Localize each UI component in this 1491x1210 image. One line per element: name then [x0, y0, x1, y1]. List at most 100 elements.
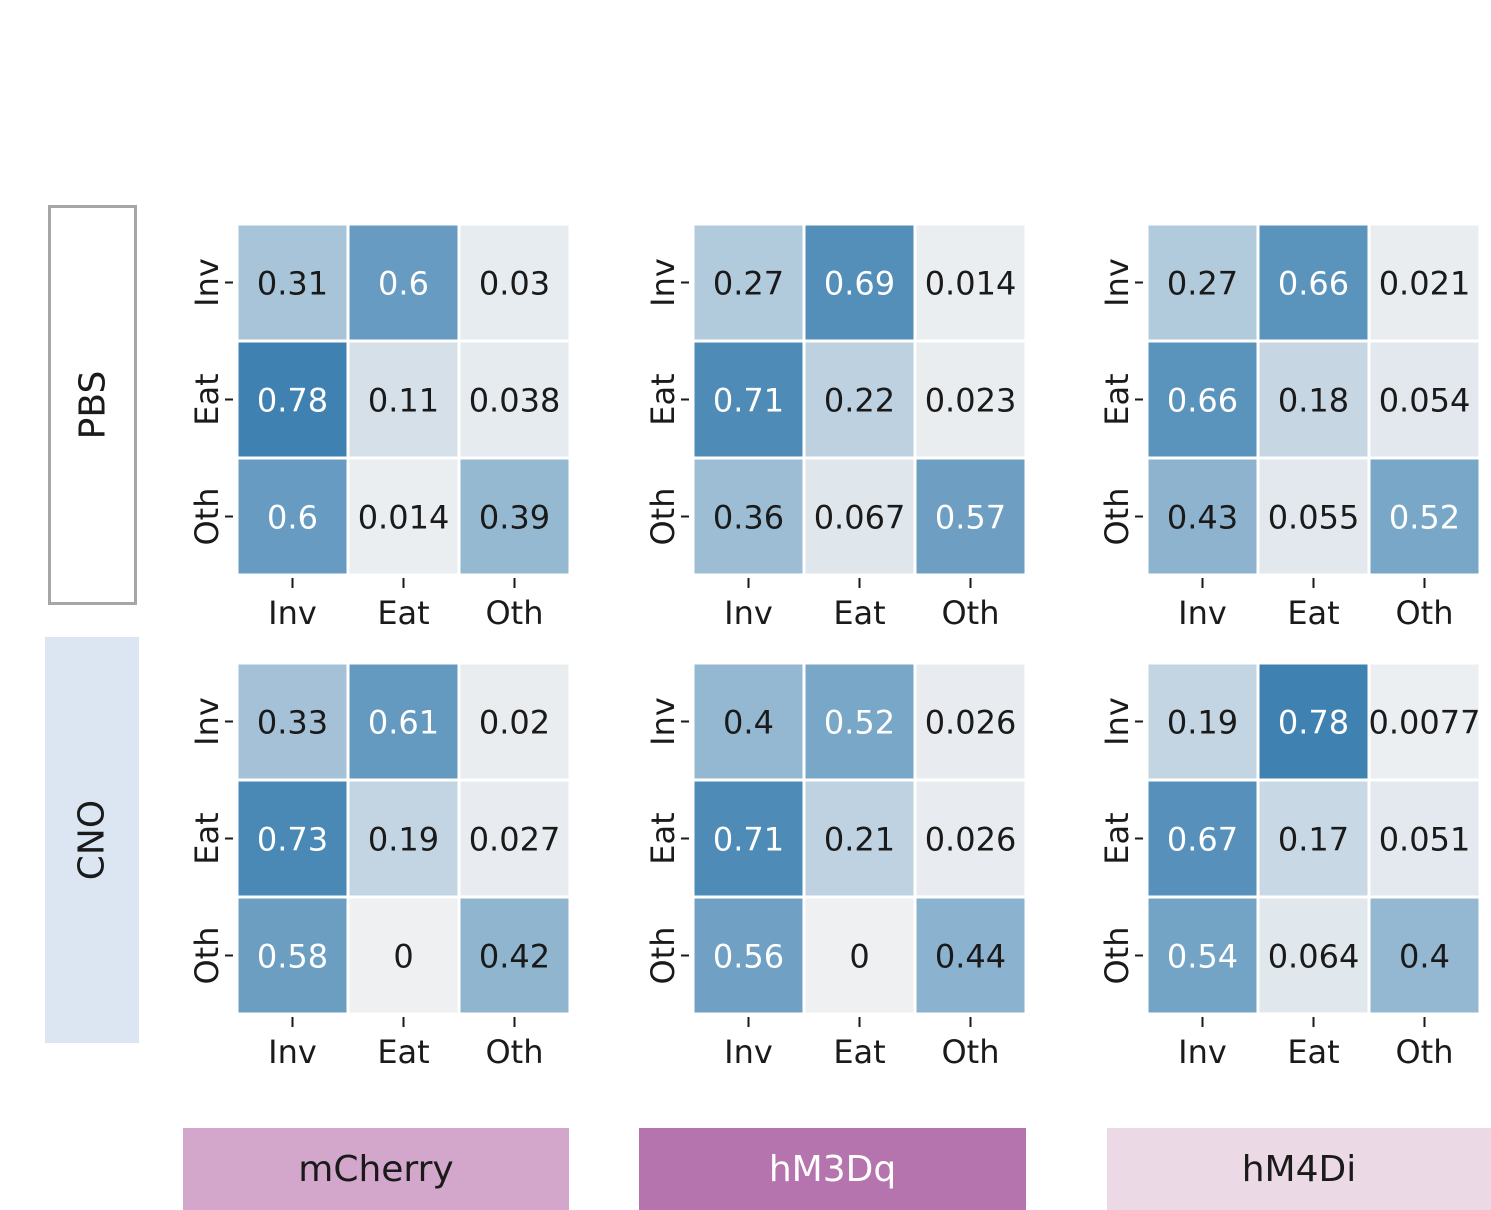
y-tick-label: Inv [1098, 697, 1136, 746]
x-tick-label: Inv [1178, 594, 1227, 632]
y-tick-label: Oth [644, 487, 682, 545]
heatmap-cell [1367, 778, 1482, 899]
heatmap-cell [1256, 222, 1371, 343]
heatmap-pbs-mcherry: 0.31 0.6 0.03 0.78 0.11 0.038 0.6 0.014 0.39 Inv E… [188, 222, 572, 632]
heatmap-cell [235, 778, 350, 899]
heatmap-cell-value: 0.66 [1167, 382, 1238, 420]
heatmap-cell-value: 0.61 [368, 704, 439, 742]
x-tick-label: Inv [724, 1033, 773, 1071]
heatmap-cell-value: 0 [849, 938, 869, 976]
x-tick-label: Oth [941, 1033, 999, 1071]
heatmap-cell-value: 0.22 [824, 382, 895, 420]
heatmap-cno-hm3dq: 0.4 0.52 0.026 0.71 0.21 0.026 0.56 0 0.44 Inv Eat… [644, 661, 1028, 1071]
heatmap-cell-value: 0.11 [368, 382, 439, 420]
heatmap-cno-mcherry: 0.33 0.61 0.02 0.73 0.19 0.027 0.58 0 0.42 Inv Eat… [188, 661, 572, 1071]
heatmap-cell-value: 0.17 [1278, 821, 1349, 859]
heatmap-cell-value: 0.27 [713, 265, 784, 303]
row-label-pbs: PBS [48, 205, 137, 605]
x-tick-label: Eat [1287, 1033, 1339, 1071]
heatmap-cell [1367, 661, 1482, 782]
heatmap-cell [457, 895, 572, 1016]
heatmap-cell [913, 222, 1028, 343]
heatmap-cell [1256, 456, 1371, 577]
heatmap-cell-value: 0.66 [1278, 265, 1349, 303]
row-label-cno: CNO [45, 637, 139, 1043]
heatmap-cell-value: 0.36 [713, 499, 784, 537]
heatmap-pbs-hm3dq: 0.27 0.69 0.014 0.71 0.22 0.023 0.36 0.067 0.57 I… [644, 222, 1028, 632]
y-tick-label: Inv [1098, 258, 1136, 307]
heatmap-cell-value: 0.31 [257, 265, 328, 303]
heatmap-cell-value: 0.03 [479, 265, 550, 303]
heatmap-cell-value: 0.02 [479, 704, 550, 742]
heatmap-cell [913, 456, 1028, 577]
heatmap-cell-value: 0.78 [257, 382, 328, 420]
x-tick-label: Inv [724, 594, 773, 632]
y-tick-label: Inv [644, 697, 682, 746]
heatmap-cell-value: 0.0077 [1369, 704, 1481, 742]
heatmap-cell [691, 456, 806, 577]
heatmap-cell [1367, 895, 1482, 1016]
heatmap-cell-value: 0.054 [1379, 382, 1471, 420]
heatmap-cell [235, 895, 350, 1016]
x-tick-label: Eat [833, 594, 885, 632]
heatmap-cell-value: 0.52 [824, 704, 895, 742]
heatmap-cell-value: 0.026 [925, 821, 1017, 859]
column-label-mcherry: mCherry [183, 1128, 569, 1210]
heatmap-cell [1367, 456, 1482, 577]
heatmap-cell-value: 0.051 [1379, 821, 1471, 859]
column-label-hm4di: hM4Di [1107, 1128, 1491, 1210]
heatmap-cell-value: 0.014 [358, 499, 450, 537]
heatmap-cell-value: 0.67 [1167, 821, 1238, 859]
heatmap-cell-value: 0.44 [935, 938, 1006, 976]
heatmap-cell-value: 0.57 [935, 499, 1006, 537]
heatmap-cell-value: 0.43 [1167, 499, 1238, 537]
heatmap-cell-value: 0.014 [925, 265, 1017, 303]
heatmap-cell-value: 0.4 [723, 704, 774, 742]
heatmap-cell-value: 0.023 [925, 382, 1017, 420]
heatmap-cell [913, 661, 1028, 782]
heatmap-cell-value: 0.021 [1379, 265, 1471, 303]
heatmap-cell-value: 0.33 [257, 704, 328, 742]
heatmap-cell [802, 778, 917, 899]
heatmap-cell-value: 0.56 [713, 938, 784, 976]
heatmap-cell-value: 0 [393, 938, 413, 976]
heatmap-cell [802, 895, 917, 1016]
y-tick-label: Inv [188, 697, 226, 746]
y-tick-label: Eat [188, 812, 226, 864]
heatmap-cell [691, 222, 806, 343]
y-tick-label: Oth [188, 926, 226, 984]
x-tick-label: Inv [268, 1033, 317, 1071]
x-tick-label: Oth [485, 594, 543, 632]
heatmap-cell-value: 0.73 [257, 821, 328, 859]
y-tick-label: Eat [188, 373, 226, 425]
heatmap-cell [346, 456, 461, 577]
x-tick-label: Oth [941, 594, 999, 632]
y-tick-label: Oth [188, 487, 226, 545]
heatmap-cell-value: 0.026 [925, 704, 1017, 742]
x-tick-label: Oth [1395, 594, 1453, 632]
y-tick-label: Inv [644, 258, 682, 307]
heatmap-cell-value: 0.71 [713, 821, 784, 859]
heatmap-cell [1256, 895, 1371, 1016]
heatmap-cell [1145, 895, 1260, 1016]
heatmap-cell [457, 339, 572, 460]
heatmap-cell [235, 222, 350, 343]
heatmap-cell-value: 0.19 [368, 821, 439, 859]
y-tick-label: Eat [644, 812, 682, 864]
heatmap-cell [913, 339, 1028, 460]
heatmap-cell [346, 661, 461, 782]
heatmap-cell-value: 0.27 [1167, 265, 1238, 303]
x-tick-label: Eat [1287, 594, 1339, 632]
y-tick-label: Oth [1098, 926, 1136, 984]
heatmap-cell-value: 0.027 [469, 821, 561, 859]
y-tick-label: Eat [644, 373, 682, 425]
x-tick-label: Eat [833, 1033, 885, 1071]
heatmap-cell-value: 0.54 [1167, 938, 1238, 976]
heatmap-cell-value: 0.21 [824, 821, 895, 859]
heatmap-cell-value: 0.067 [814, 499, 906, 537]
heatmap-cell [235, 661, 350, 782]
heatmap-cell-value: 0.4 [1399, 938, 1450, 976]
heatmap-pbs-hm4di: 0.27 0.66 0.021 0.66 0.18 0.054 0.43 0.055 0.52 I… [1098, 222, 1482, 632]
heatmap-cell-value: 0.71 [713, 382, 784, 420]
